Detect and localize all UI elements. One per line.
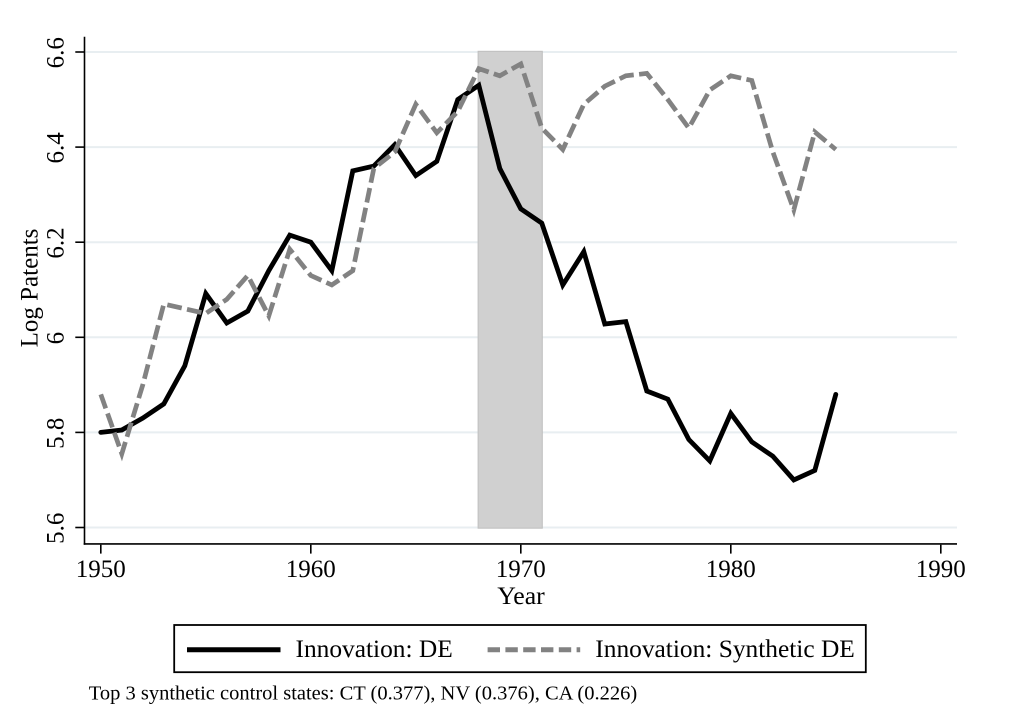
svg-text:1980: 1980	[706, 556, 756, 583]
svg-text:Year: Year	[497, 581, 545, 610]
svg-text:6.6: 6.6	[43, 37, 70, 68]
svg-text:5.8: 5.8	[43, 418, 70, 449]
svg-text:1950: 1950	[76, 556, 126, 583]
svg-text:6: 6	[43, 332, 70, 345]
svg-text:1960: 1960	[286, 556, 336, 583]
svg-text:5.6: 5.6	[43, 513, 70, 544]
svg-text:Innovation: Synthetic DE: Innovation: Synthetic DE	[595, 635, 855, 663]
svg-text:6.4: 6.4	[43, 132, 70, 164]
svg-text:Log Patents: Log Patents	[17, 229, 44, 348]
svg-text:Innovation: DE: Innovation: DE	[296, 635, 453, 663]
svg-text:6.2: 6.2	[43, 227, 70, 258]
svg-text:1970: 1970	[496, 556, 546, 583]
svg-text:Top 3 synthetic control states: Top 3 synthetic control states: CT (0.37…	[89, 682, 637, 704]
svg-text:1990: 1990	[916, 556, 966, 583]
